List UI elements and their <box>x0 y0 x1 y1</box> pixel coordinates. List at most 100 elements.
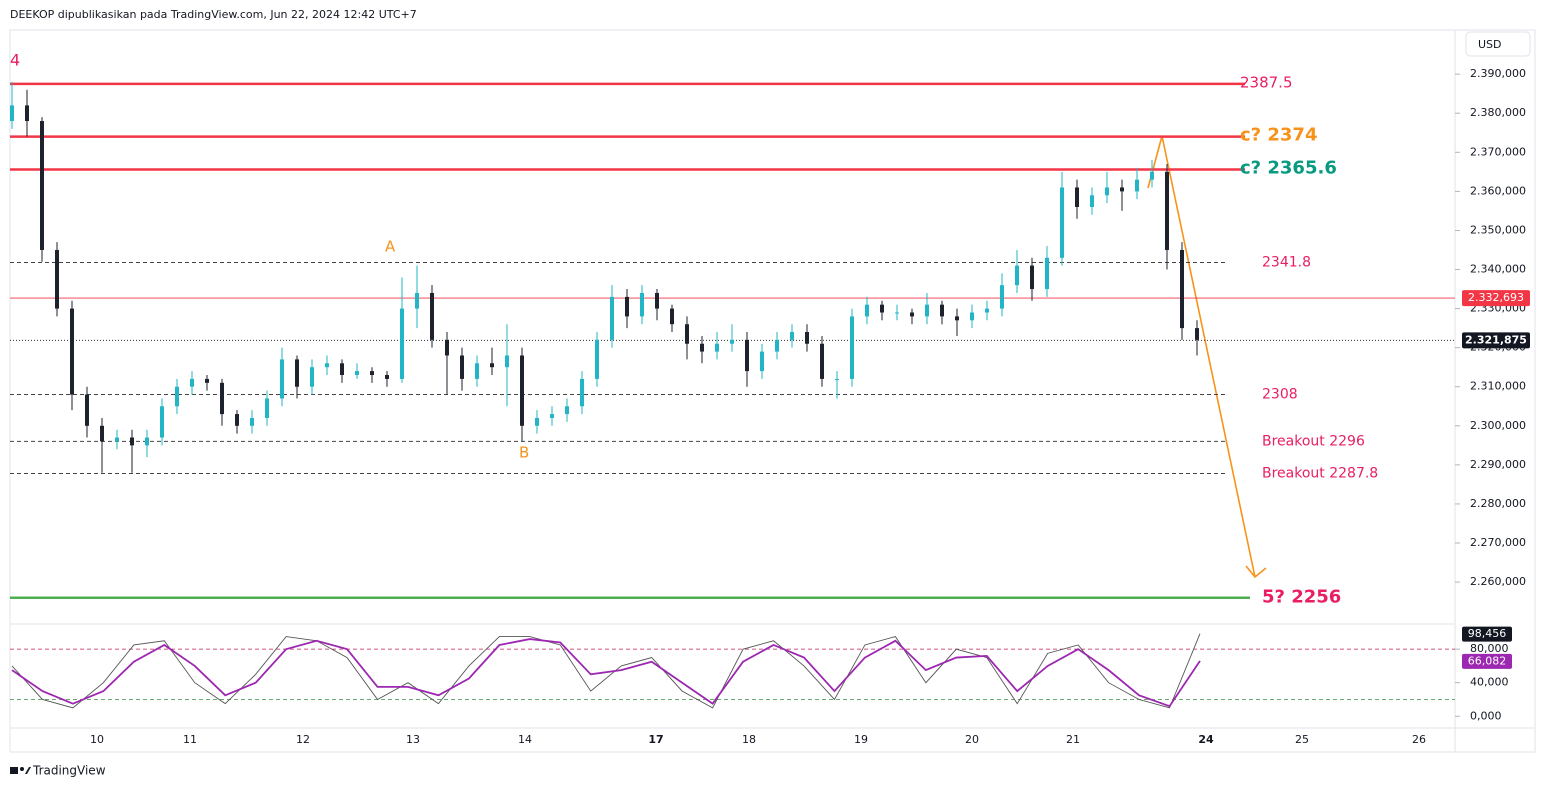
level-label: c? 2374 <box>1240 125 1317 146</box>
candle-body <box>355 371 359 376</box>
stoch-line <box>11 638 1201 708</box>
candle-body <box>580 378 584 407</box>
candle-body <box>955 316 959 321</box>
candle-body <box>1120 187 1124 192</box>
y-tick-label: 2.290,000 <box>1470 458 1526 471</box>
price-tag <box>1462 290 1530 307</box>
x-tick-label: 20 <box>965 733 979 746</box>
candle-body <box>70 308 74 395</box>
candle-body <box>685 324 689 344</box>
value-tag-label: 66,082 <box>1468 654 1507 667</box>
candle-body <box>175 386 179 407</box>
candle-body <box>415 292 419 309</box>
candle-body <box>1045 257 1049 290</box>
y-tick-label: 2.280,000 <box>1470 497 1526 510</box>
y-tick-label: 2.260,000 <box>1470 575 1526 588</box>
candle-body <box>85 394 89 426</box>
candle-body <box>895 312 899 314</box>
candle-body <box>1030 265 1034 290</box>
price-tag-label: 2.332,693 <box>1468 291 1524 304</box>
logo <box>10 767 31 774</box>
y-tick-label: 2.300,000 <box>1470 419 1526 432</box>
candle-body <box>1195 328 1199 340</box>
candle-body <box>145 437 149 446</box>
candle-body <box>1135 179 1139 192</box>
candle-body <box>880 304 884 313</box>
y-tick-label: 80,000 <box>1470 642 1509 655</box>
candle-body <box>625 296 629 317</box>
candle-body <box>820 343 824 379</box>
candle-body <box>1150 171 1154 180</box>
candle-body <box>970 312 974 321</box>
x-tick-label: 24 <box>1198 733 1214 746</box>
y-tick-label: 2.370,000 <box>1470 145 1526 158</box>
candle-body <box>610 296 614 340</box>
wave-label: 4 <box>10 51 20 70</box>
candle-body <box>370 371 374 376</box>
x-tick-label: 10 <box>90 733 104 746</box>
frame <box>9 29 1536 753</box>
candle-body <box>850 316 854 379</box>
y-tick-label: 2.340,000 <box>1470 263 1526 276</box>
candle-body <box>745 339 749 372</box>
candle-body <box>490 363 494 368</box>
candle-body <box>565 406 569 415</box>
candle-body <box>265 398 269 418</box>
candle-body <box>10 105 14 122</box>
level-label: 2308 <box>1262 387 1298 403</box>
candle-body <box>115 437 119 442</box>
candle-body <box>1165 171 1169 250</box>
x-tick-label: 11 <box>183 733 197 746</box>
candle-body <box>1075 187 1079 207</box>
currency-button[interactable] <box>1465 31 1531 57</box>
candle-body <box>1180 249 1184 329</box>
candle-body <box>475 363 479 379</box>
candle-body <box>430 292 434 340</box>
stoch-line <box>11 633 1201 709</box>
candle-body <box>190 378 194 387</box>
candle-body <box>385 375 389 379</box>
x-tick-label: 17 <box>648 733 663 746</box>
candle-body <box>1105 187 1109 196</box>
candle-body <box>775 339 779 352</box>
y-tick-label: 2.350,000 <box>1470 223 1526 236</box>
candle-body <box>235 414 239 426</box>
value-tag <box>1462 626 1512 642</box>
candle-body <box>445 339 449 356</box>
candle-body <box>1090 195 1094 207</box>
candle-body <box>220 382 224 415</box>
candle-body <box>25 105 29 122</box>
candle-body <box>655 292 659 309</box>
x-tick-label: 13 <box>406 733 420 746</box>
candle-body <box>505 355 509 368</box>
candle-body <box>460 355 464 379</box>
candle-body <box>985 308 989 313</box>
footer: TradingView <box>32 764 106 778</box>
candle-body <box>805 332 809 344</box>
value-tag-label: 98,456 <box>1468 627 1507 640</box>
y-tick-label: 2.270,000 <box>1470 536 1526 549</box>
x-tick-label: 21 <box>1066 733 1080 746</box>
candle-body <box>130 437 134 446</box>
candle-body <box>160 406 164 438</box>
level-label: c? 2365.6 <box>1240 157 1337 178</box>
x-tick-label: 25 <box>1295 733 1309 746</box>
currency: USD <box>1478 38 1502 51</box>
candle-body <box>670 308 674 325</box>
x-tick-label: 19 <box>854 733 868 746</box>
y-tick-label: 2.380,000 <box>1470 106 1526 119</box>
candle-body <box>280 359 284 399</box>
candle-body <box>700 343 704 352</box>
header: DEEKOP dipublikasikan pada TradingView.c… <box>10 8 417 21</box>
level-label: Breakout 2296 <box>1262 433 1365 449</box>
y-tick-label: 40,000 <box>1470 676 1509 689</box>
candle-body <box>325 363 329 368</box>
candle-body <box>100 425 104 442</box>
candle-body <box>730 339 734 344</box>
candle-body <box>640 292 644 317</box>
candle-body <box>1000 285 1004 309</box>
wave-label: A <box>385 238 396 256</box>
level-label: 2341.8 <box>1262 254 1311 270</box>
candle-body <box>1015 265 1019 286</box>
candle-body <box>250 417 254 426</box>
